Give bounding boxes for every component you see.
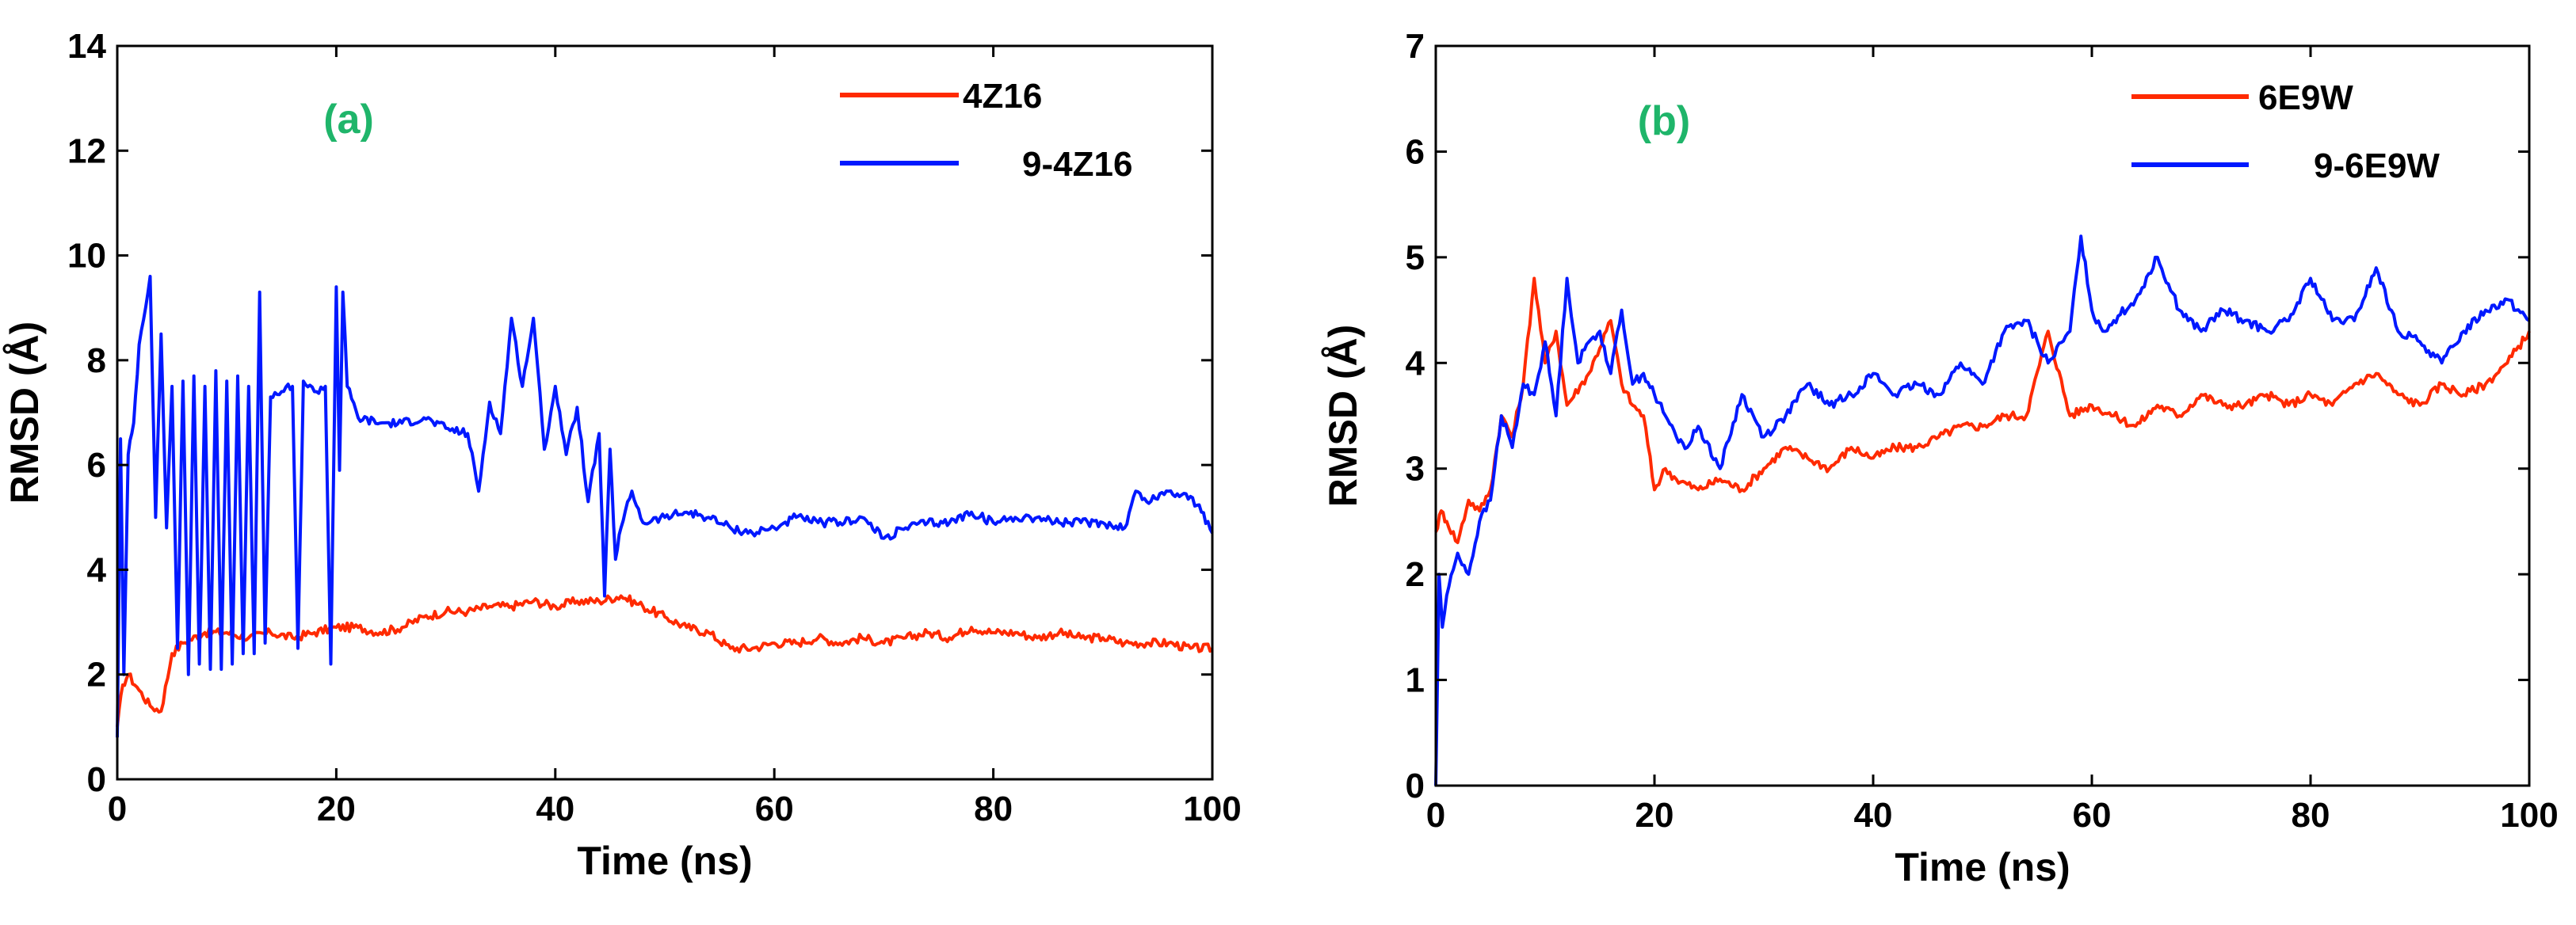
panel-b-ticks: 0 20 40 60 80 100 0 1 2 3 4 5 6 7 xyxy=(1406,27,2559,835)
y-tick-label: 1 xyxy=(1406,661,1425,700)
panel-a-ticks: 0 20 40 60 80 100 0 2 4 6 8 10 12 14 xyxy=(67,27,1242,828)
x-tick-label: 80 xyxy=(2292,796,2330,835)
x-tick-label: 20 xyxy=(317,790,356,828)
series-line-9-6e9w xyxy=(1434,234,2531,786)
y-tick-label: 10 xyxy=(67,237,106,276)
x-tick-label: 20 xyxy=(1635,796,1674,835)
panel-b-label: (b) xyxy=(1638,98,1690,144)
y-tick-label: 14 xyxy=(67,27,106,66)
panel-b-legend-label-6e9w: 6E9W xyxy=(2258,78,2353,117)
panel-b-series-layer xyxy=(1434,234,2531,786)
x-tick-label: 60 xyxy=(755,790,794,828)
panel-b-y-axis-label: RMSD (Å) xyxy=(1321,325,1365,508)
panel-b-x-axis-label: Time (ns) xyxy=(1895,845,2070,889)
y-tick-label: 2 xyxy=(1406,555,1425,594)
x-tick-label: 40 xyxy=(536,790,574,828)
x-tick-label: 0 xyxy=(108,790,127,828)
panel-b-legend-label-9-6e9w: 9-6E9W xyxy=(2314,147,2440,185)
panel-b-legend: 6E9W 9-6E9W xyxy=(2131,78,2440,185)
y-tick-label: 0 xyxy=(1406,767,1425,805)
x-tick-label: 100 xyxy=(2500,796,2558,835)
y-tick-label: 4 xyxy=(87,550,107,589)
panel-a-legend-label-4z16: 4Z16 xyxy=(963,77,1042,116)
x-tick-label: 40 xyxy=(1854,796,1893,835)
panel-a-legend-label-9-4z16: 9-4Z16 xyxy=(1022,145,1132,184)
y-tick-label: 2 xyxy=(87,656,106,695)
series-line-9-4z16 xyxy=(116,275,1214,738)
chart-panel-a: 0 20 40 60 80 100 0 2 4 6 8 10 12 14 Time (ns) RMSD (… xyxy=(2,27,1242,883)
y-tick-label: 12 xyxy=(67,131,106,170)
panel-a-y-axis-label: RMSD (Å) xyxy=(2,322,47,504)
y-tick-label: 6 xyxy=(1406,132,1425,171)
panel-a-x-axis-label: Time (ns) xyxy=(577,839,752,883)
x-tick-label: 0 xyxy=(1426,796,1445,835)
y-tick-label: 0 xyxy=(87,760,106,799)
y-tick-label: 6 xyxy=(87,446,106,485)
y-tick-label: 7 xyxy=(1406,27,1425,66)
x-tick-label: 80 xyxy=(974,790,1013,828)
panel-a-legend: 4Z16 9-4Z16 xyxy=(840,77,1132,184)
panel-a-series-layer xyxy=(116,275,1214,738)
y-tick-label: 8 xyxy=(87,341,106,380)
series-line-6e9w xyxy=(1434,276,2531,545)
panel-a-label: (a) xyxy=(323,97,374,143)
panel-a-axes-frame xyxy=(116,44,1214,781)
y-tick-label: 3 xyxy=(1406,450,1425,489)
x-tick-label: 100 xyxy=(1183,790,1241,828)
y-tick-label: 4 xyxy=(1406,344,1425,383)
x-tick-label: 60 xyxy=(2073,796,2112,835)
y-tick-label: 5 xyxy=(1406,238,1425,277)
panel-b-axes-frame xyxy=(1434,44,2531,787)
series-line-4z16 xyxy=(116,594,1214,728)
